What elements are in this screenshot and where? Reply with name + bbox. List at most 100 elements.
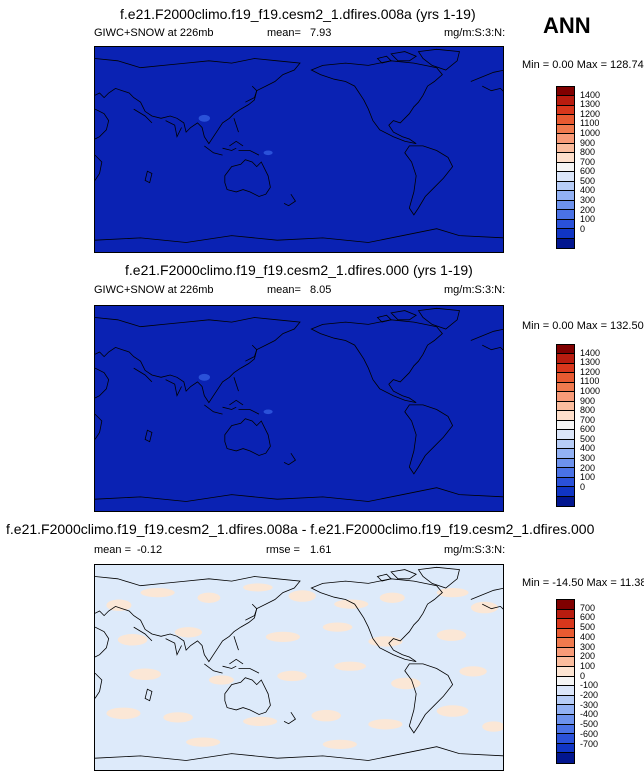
- panel-2-map-svg: [95, 306, 504, 511]
- panel-2-colorbar-labels: 1400 1300 1200 1100 1000 900 800 700 600 500 400 30…: [580, 344, 630, 507]
- panel-3-mean-label: mean =: [94, 544, 131, 556]
- colorbar-box: [557, 487, 574, 497]
- colorbar-box: [557, 724, 574, 735]
- colorbar-label: 0: [580, 670, 586, 681]
- colorbar-label: 600: [580, 612, 596, 623]
- colorbar-label: -600: [580, 728, 599, 739]
- positive-anomaly-patch: [186, 737, 221, 747]
- colorbar-box: [557, 134, 574, 144]
- colorbar-box: [557, 181, 574, 192]
- panel-2-units: mg/m:S:3:N:: [444, 284, 506, 296]
- positive-anomaly-patch: [208, 675, 234, 685]
- coastline: [234, 377, 239, 391]
- positive-anomaly-patch: [482, 721, 503, 732]
- colorbar-label: 600: [580, 166, 596, 177]
- colorbar-label: 700: [580, 156, 596, 167]
- colorbar-box: [557, 714, 574, 725]
- colorbar-box: [557, 124, 574, 135]
- colorbar-box: [557, 430, 574, 440]
- positive-anomaly-patch: [243, 583, 273, 592]
- coastline: [405, 405, 453, 474]
- colorbar-label: 400: [580, 443, 596, 454]
- colorbar-label: 700: [580, 602, 596, 613]
- colorbar-box: [557, 200, 574, 211]
- coastline: [311, 61, 442, 144]
- coastline: [225, 678, 271, 715]
- positive-anomaly-patch: [106, 599, 132, 611]
- colorbar-box: [557, 743, 574, 754]
- coastline: [234, 118, 239, 132]
- panel-3-mean-value: -0.12: [137, 544, 163, 556]
- colorbar-box: [557, 609, 574, 620]
- panel-1-mean-label: mean=: [267, 27, 301, 39]
- colorbar-box: [557, 449, 574, 459]
- panel-3-title: f.e21.F2000climo.f19_f19.cesm2_1.dfires.…: [6, 521, 595, 537]
- colorbar-box: [557, 210, 574, 220]
- coastline: [225, 160, 271, 197]
- coastline: [204, 141, 259, 155]
- panel-2-title: f.e21.F2000climo.f19_f19.cesm2_1.dfires.…: [125, 262, 473, 278]
- colorbar-box: [557, 600, 574, 610]
- colorbar-label: 1400: [580, 347, 601, 358]
- colorbar-box: [557, 345, 574, 355]
- colorbar-box: [557, 411, 574, 421]
- coastline: [377, 567, 459, 588]
- coastline: [95, 488, 504, 502]
- panel-2-map: [94, 305, 504, 512]
- coastline: [95, 627, 109, 698]
- colorbar-label: -700: [580, 738, 599, 749]
- colorbar-label: -200: [580, 690, 599, 701]
- coastline: [245, 345, 256, 361]
- colorbar-box: [557, 363, 574, 374]
- coastline: [145, 689, 152, 701]
- positive-anomaly-patch: [334, 661, 367, 671]
- panel-3-rmse-value: 1.61: [310, 544, 332, 556]
- positive-anomaly-patch: [368, 719, 403, 730]
- positive-anomaly-patch: [322, 622, 353, 632]
- colorbar-box: [557, 115, 574, 125]
- positive-anomaly-patch: [129, 668, 162, 680]
- colorbar-label: 0: [580, 481, 586, 492]
- colorbar-box: [557, 382, 574, 393]
- colorbar-label: 800: [580, 147, 596, 158]
- colorbar-box: [557, 191, 574, 201]
- colorbar-box: [557, 695, 574, 706]
- coastline: [405, 664, 453, 733]
- colorbar-label: -300: [580, 699, 599, 710]
- colorbar-box: [557, 753, 574, 763]
- coastline: [234, 636, 239, 650]
- coastline: [95, 577, 300, 662]
- coastline: [204, 659, 259, 673]
- positive-anomaly-patch: [140, 588, 175, 598]
- coastline: [405, 146, 453, 215]
- contour-patch: [198, 373, 211, 381]
- colorbar-box: [557, 373, 574, 383]
- colorbar-label: 1200: [580, 108, 601, 119]
- colorbar-box: [557, 420, 574, 431]
- colorbar-label: -400: [580, 709, 599, 720]
- colorbar-label: 900: [580, 395, 596, 406]
- colorbar-box: [557, 667, 574, 677]
- positive-anomaly-patch: [368, 636, 403, 647]
- coastline: [377, 49, 459, 70]
- colorbar-label: 1200: [580, 366, 601, 377]
- season-label: ANN: [543, 13, 591, 38]
- positive-anomaly-patch: [436, 588, 469, 598]
- colorbar-box: [557, 496, 574, 506]
- positive-anomaly-patch: [288, 590, 316, 602]
- colorbar-label: 700: [580, 414, 596, 425]
- colorbar-box: [557, 439, 574, 450]
- colorbar-box: [557, 354, 574, 364]
- colorbar-label: 400: [580, 185, 596, 196]
- colorbar-box: [557, 105, 574, 116]
- panel-2-colorbar: [556, 344, 575, 507]
- positive-anomaly-patch: [163, 712, 193, 723]
- colorbar-label: 600: [580, 424, 596, 435]
- positive-anomaly-patch: [311, 709, 341, 722]
- colorbar-label: 500: [580, 622, 596, 633]
- colorbar-label: 100: [580, 660, 596, 671]
- colorbar-label: 300: [580, 453, 596, 464]
- contour-patch: [263, 150, 273, 156]
- colorbar-box: [557, 87, 574, 97]
- coastline: [95, 318, 300, 403]
